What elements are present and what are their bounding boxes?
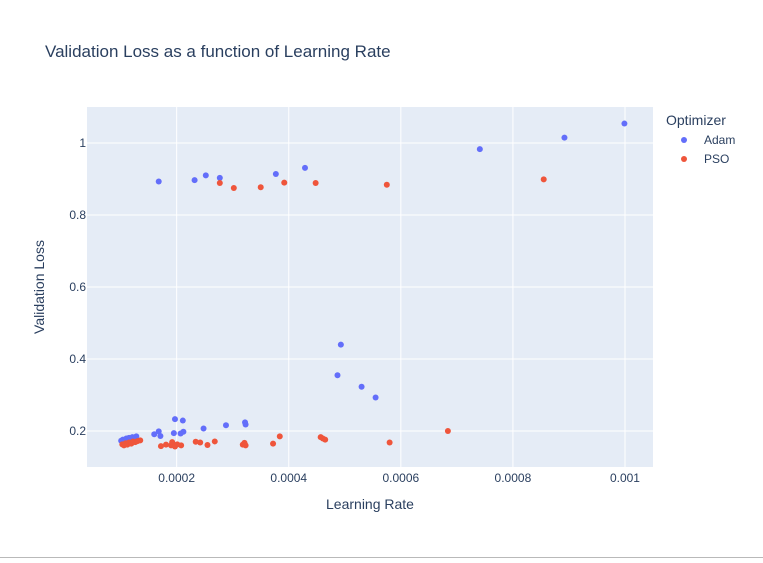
x-tick-label: 0.0002: [158, 471, 195, 485]
data-point: [216, 179, 223, 186]
data-point: [179, 417, 186, 424]
legend-label: Adam: [704, 133, 735, 147]
y-tick-label: 0.4: [69, 352, 86, 366]
data-point: [216, 174, 223, 181]
data-point: [200, 425, 207, 432]
data-point: [180, 428, 187, 435]
data-point: [163, 441, 170, 448]
legend-items[interactable]: Adam PSO: [681, 133, 735, 166]
data-point: [257, 184, 264, 191]
y-tick-label: 0.8: [69, 208, 86, 222]
y-tick-label: 0.6: [69, 280, 86, 294]
data-point: [197, 439, 204, 446]
chart-title: Validation Loss as a function of Learnin…: [45, 42, 391, 61]
data-point: [157, 443, 164, 450]
data-point: [301, 164, 308, 171]
data-point: [171, 416, 178, 423]
legend-marker: [681, 156, 687, 162]
legend-item-pso[interactable]: PSO: [681, 152, 729, 166]
data-point: [383, 181, 390, 188]
data-point: [155, 428, 162, 435]
data-point: [178, 442, 185, 449]
data-point: [540, 176, 547, 183]
data-point: [281, 179, 288, 186]
data-point: [192, 438, 199, 445]
legend-marker: [681, 137, 687, 143]
data-point: [444, 428, 451, 434]
x-tick-label: 0.0006: [382, 471, 419, 485]
x-tick-label: 0.0008: [495, 471, 532, 485]
series-pso: [119, 176, 547, 450]
data-point: [191, 177, 198, 184]
data-point: [170, 430, 177, 437]
data-point: [211, 438, 218, 445]
data-point: [334, 372, 341, 379]
grid-lines: [87, 107, 653, 467]
data-point: [157, 433, 164, 440]
data-point: [242, 442, 249, 449]
data-point: [230, 185, 237, 191]
data-point: [270, 440, 277, 447]
data-point: [312, 179, 319, 186]
legend[interactable]: Optimizer Adam PSO: [666, 112, 735, 166]
legend-label: PSO: [704, 152, 729, 166]
y-axis-title: Validation Loss: [31, 240, 47, 334]
data-point: [276, 433, 283, 440]
data-point: [204, 442, 211, 449]
data-point: [272, 170, 279, 177]
data-point: [137, 437, 144, 444]
data-point: [358, 383, 365, 390]
data-point: [322, 436, 329, 443]
data-point: [242, 421, 249, 428]
data-point: [133, 433, 140, 440]
x-axis-title: Learning Rate: [326, 496, 414, 512]
x-tick-label: 0.001: [610, 471, 640, 485]
data-point: [337, 341, 344, 348]
data-points: [118, 120, 628, 450]
data-point: [561, 134, 568, 141]
y-tick-label: 0.2: [69, 424, 86, 438]
data-point: [222, 422, 229, 429]
data-point: [372, 394, 379, 401]
legend-title: Optimizer: [666, 112, 726, 128]
y-tick-label: 1: [79, 136, 86, 150]
data-point: [476, 146, 483, 153]
data-point: [169, 439, 176, 446]
data-point: [386, 439, 393, 446]
legend-item-adam[interactable]: Adam: [681, 133, 735, 147]
axis-ticks: 0.0002 0.0004 0.0006 0.0008 0.001 0.2 0.4 0.6 0.…: [69, 136, 640, 485]
x-tick-label: 0.0004: [270, 471, 307, 485]
data-point: [151, 431, 158, 438]
data-point: [202, 172, 209, 179]
data-point: [155, 178, 162, 185]
data-point: [621, 120, 628, 127]
